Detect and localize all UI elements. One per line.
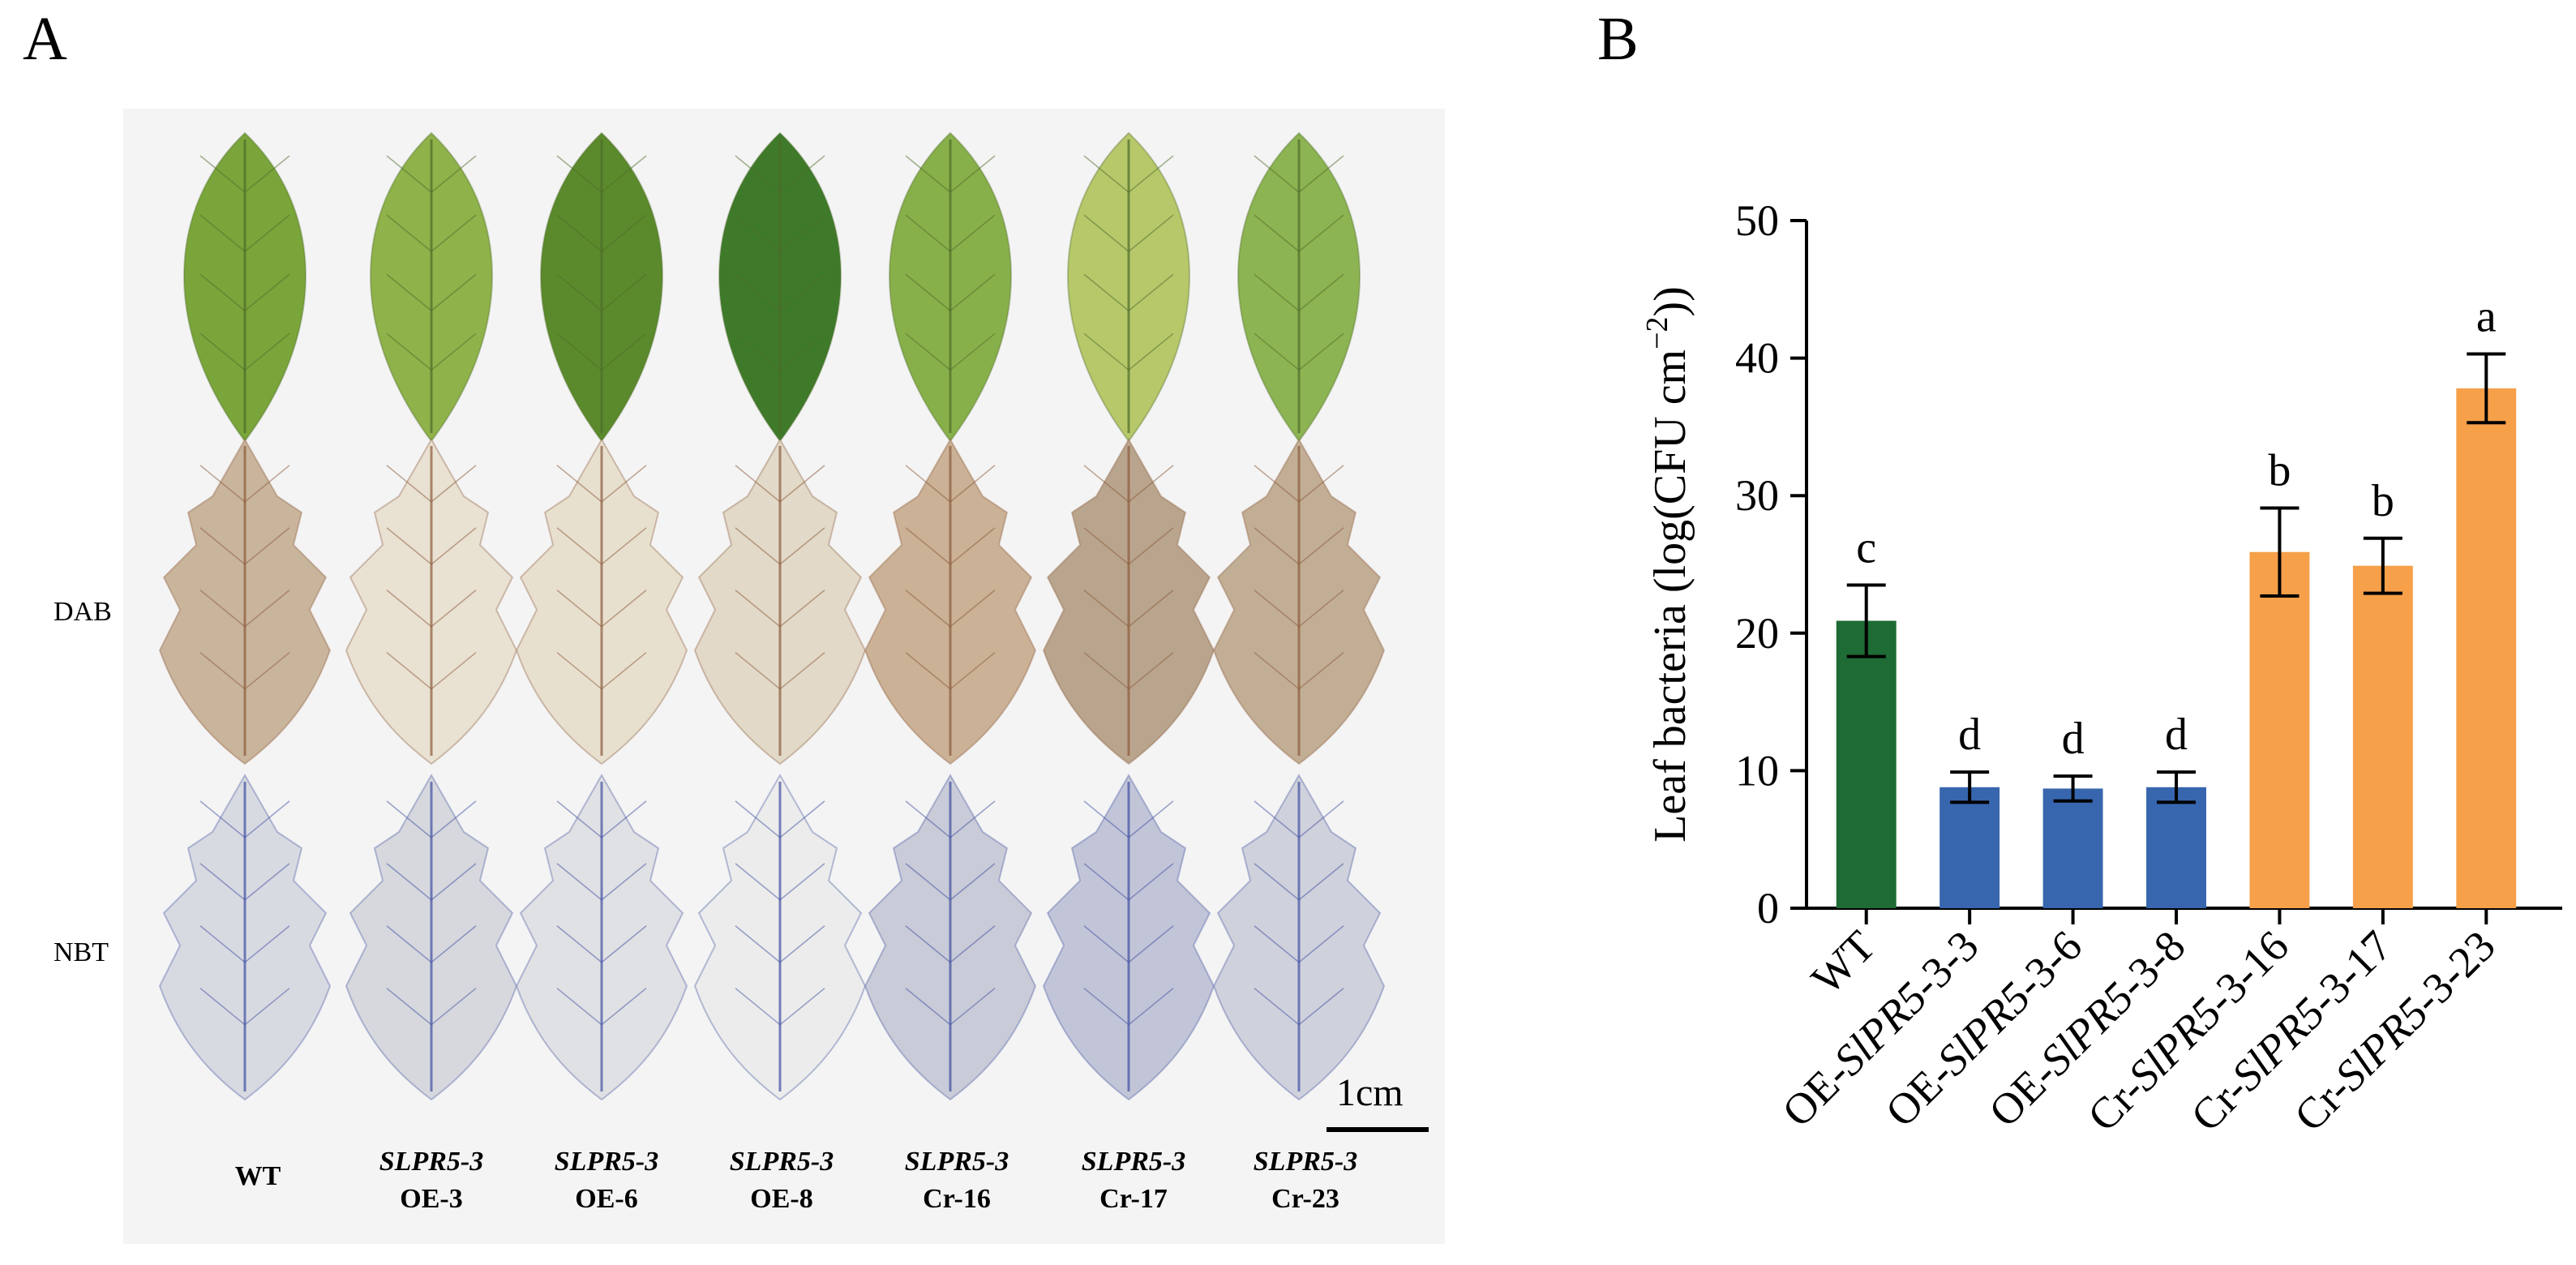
leaf-label-line: Cr-16 [923, 1183, 991, 1214]
significance-letter: d [2062, 714, 2085, 764]
significance-letter: b [2268, 445, 2291, 495]
row-label-dab: DAB [54, 597, 112, 627]
significance-letter: d [1958, 710, 1981, 760]
bar [1836, 620, 1897, 908]
dab-leaf [515, 437, 688, 765]
panel-b-letter: B [1597, 5, 1639, 73]
leaf-label-line: WT [234, 1161, 281, 1191]
y-axis-title: Leaf bacteria (log(CFU cm−2)) [1640, 286, 1695, 843]
untreated-leaf [370, 131, 493, 443]
nbt-leaf [1212, 773, 1386, 1101]
leaf-label-gene: SLPR5-3 [904, 1147, 1009, 1177]
row-label-nbt: NBT [54, 937, 109, 967]
leaf-label-oe3: SLPR5-3 OE-3 [350, 1143, 512, 1218]
scale-bar-label: 1cm [1336, 1071, 1404, 1114]
leaf-illustration [158, 131, 1386, 1101]
bar [2042, 788, 2103, 908]
untreated-leaf [1237, 131, 1361, 443]
leaf-label-gene: SLPR5-3 [379, 1147, 484, 1177]
leaf-label-line: OE-8 [750, 1183, 813, 1214]
x-tick-label: WT [1802, 921, 1884, 1004]
bar [1940, 787, 2000, 908]
leaf-staining-photo [123, 109, 1445, 1244]
leaf-label-cr17: SLPR5-3 Cr-17 [1052, 1143, 1215, 1218]
untreated-leaf [1067, 131, 1190, 443]
panel-a-letter: A [23, 5, 67, 73]
dab-leaf [864, 437, 1037, 765]
leaf-label-wt: WT [177, 1158, 339, 1195]
dab-leaf [1212, 437, 1386, 765]
y-tick-label: 50 [1735, 196, 1779, 245]
nbt-leaf [693, 773, 867, 1101]
bar [2456, 388, 2517, 908]
untreated-leaf [540, 131, 663, 443]
nbt-leaf [158, 773, 332, 1101]
leaf-label-line: OE-3 [400, 1183, 463, 1214]
bar [2352, 565, 2413, 908]
nbt-leaf [515, 773, 688, 1101]
leaf-label-gene: SLPR5-3 [1253, 1147, 1358, 1177]
leaf-label-gene: SLPR5-3 [1081, 1147, 1186, 1177]
untreated-leaf [889, 131, 1012, 443]
significance-letter: a [2476, 292, 2497, 342]
untreated-leaf [183, 131, 306, 443]
y-tick-label: 40 [1735, 334, 1779, 383]
nbt-leaf [864, 773, 1037, 1101]
leaf-label-line: OE-6 [575, 1183, 638, 1214]
significance-letter: c [1856, 522, 1876, 572]
untreated-leaf [718, 131, 842, 443]
nbt-leaf [1042, 773, 1215, 1101]
nbt-leaf [345, 773, 518, 1101]
leaf-label-line: Cr-17 [1099, 1183, 1168, 1214]
scale-bar [1327, 1127, 1429, 1132]
significance-letter: d [2165, 710, 2188, 760]
bar [2249, 551, 2310, 908]
y-tick-label: 10 [1735, 746, 1779, 795]
y-tick-label: 0 [1757, 884, 1779, 933]
leaf-label-oe8: SLPR5-3 OE-8 [701, 1143, 863, 1218]
y-tick-label: 20 [1735, 609, 1779, 658]
dab-leaf [345, 437, 518, 765]
leaf-label-cr23: SLPR5-3 Cr-23 [1224, 1143, 1387, 1218]
leaf-label-cr16: SLPR5-3 Cr-16 [876, 1143, 1038, 1218]
dab-leaf [693, 437, 867, 765]
leaf-label-gene: SLPR5-3 [729, 1147, 834, 1177]
bar [2146, 787, 2206, 908]
dab-leaf [158, 437, 332, 765]
y-tick-label: 30 [1735, 471, 1779, 520]
significance-letter: b [2372, 476, 2394, 526]
bacteria-bar-chart: 0 10 20 30 40 50 Leaf bacteria (log(CFU cm−2))… [1640, 196, 2562, 1141]
leaf-label-gene: SLPR5-3 [554, 1147, 659, 1177]
leaf-label-line: Cr-23 [1271, 1183, 1339, 1214]
dab-leaf [1042, 437, 1215, 765]
leaf-label-oe6: SLPR5-3 OE-6 [525, 1143, 688, 1218]
